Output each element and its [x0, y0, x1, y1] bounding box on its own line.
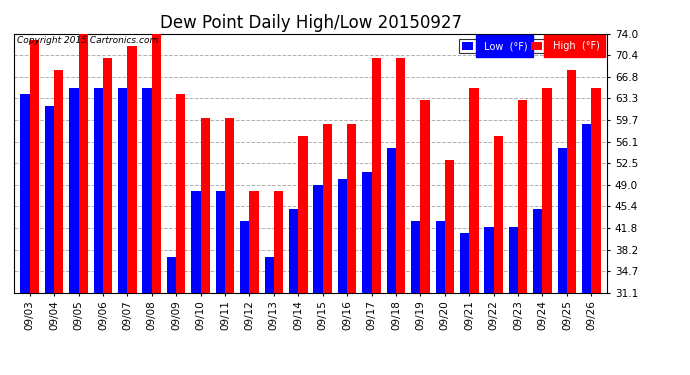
Bar [128, 46, 137, 292]
Bar [94, 88, 103, 292]
Bar [201, 118, 210, 292]
Bar [250, 190, 259, 292]
Bar [567, 70, 576, 292]
Bar [386, 148, 396, 292]
Bar [533, 209, 542, 292]
Bar [264, 257, 274, 292]
Bar [176, 94, 186, 292]
Text: Copyright 2015 Cartronics.com: Copyright 2015 Cartronics.com [17, 36, 158, 45]
Bar [591, 88, 600, 292]
Bar [445, 160, 454, 292]
Bar [30, 40, 39, 292]
Bar [558, 148, 567, 292]
Bar [45, 106, 54, 292]
Bar [79, 34, 88, 292]
Bar [118, 88, 128, 292]
Bar [313, 184, 323, 292]
Bar [216, 190, 225, 292]
Bar [347, 124, 357, 292]
Bar [21, 94, 30, 292]
Bar [396, 58, 405, 292]
Legend:  Low  (°F),  High  (°F): Low (°F), High (°F) [459, 39, 602, 54]
Bar [54, 70, 63, 292]
Bar [469, 88, 478, 292]
Bar [542, 88, 552, 292]
Bar [191, 190, 201, 292]
Bar [371, 58, 381, 292]
Bar [298, 136, 308, 292]
Title: Dew Point Daily High/Low 20150927: Dew Point Daily High/Low 20150927 [159, 14, 462, 32]
Bar [435, 221, 445, 292]
Bar [240, 221, 250, 292]
Bar [323, 124, 332, 292]
Bar [460, 233, 469, 292]
Bar [362, 172, 371, 292]
Bar [518, 100, 527, 292]
Bar [152, 28, 161, 292]
Bar [484, 227, 493, 292]
Bar [225, 118, 235, 292]
Bar [274, 190, 283, 292]
Bar [167, 257, 176, 292]
Bar [509, 227, 518, 292]
Bar [69, 88, 79, 292]
Bar [338, 178, 347, 292]
Bar [582, 124, 591, 292]
Bar [143, 88, 152, 292]
Bar [103, 58, 112, 292]
Bar [420, 100, 430, 292]
Bar [493, 136, 503, 292]
Bar [289, 209, 298, 292]
Bar [411, 221, 420, 292]
